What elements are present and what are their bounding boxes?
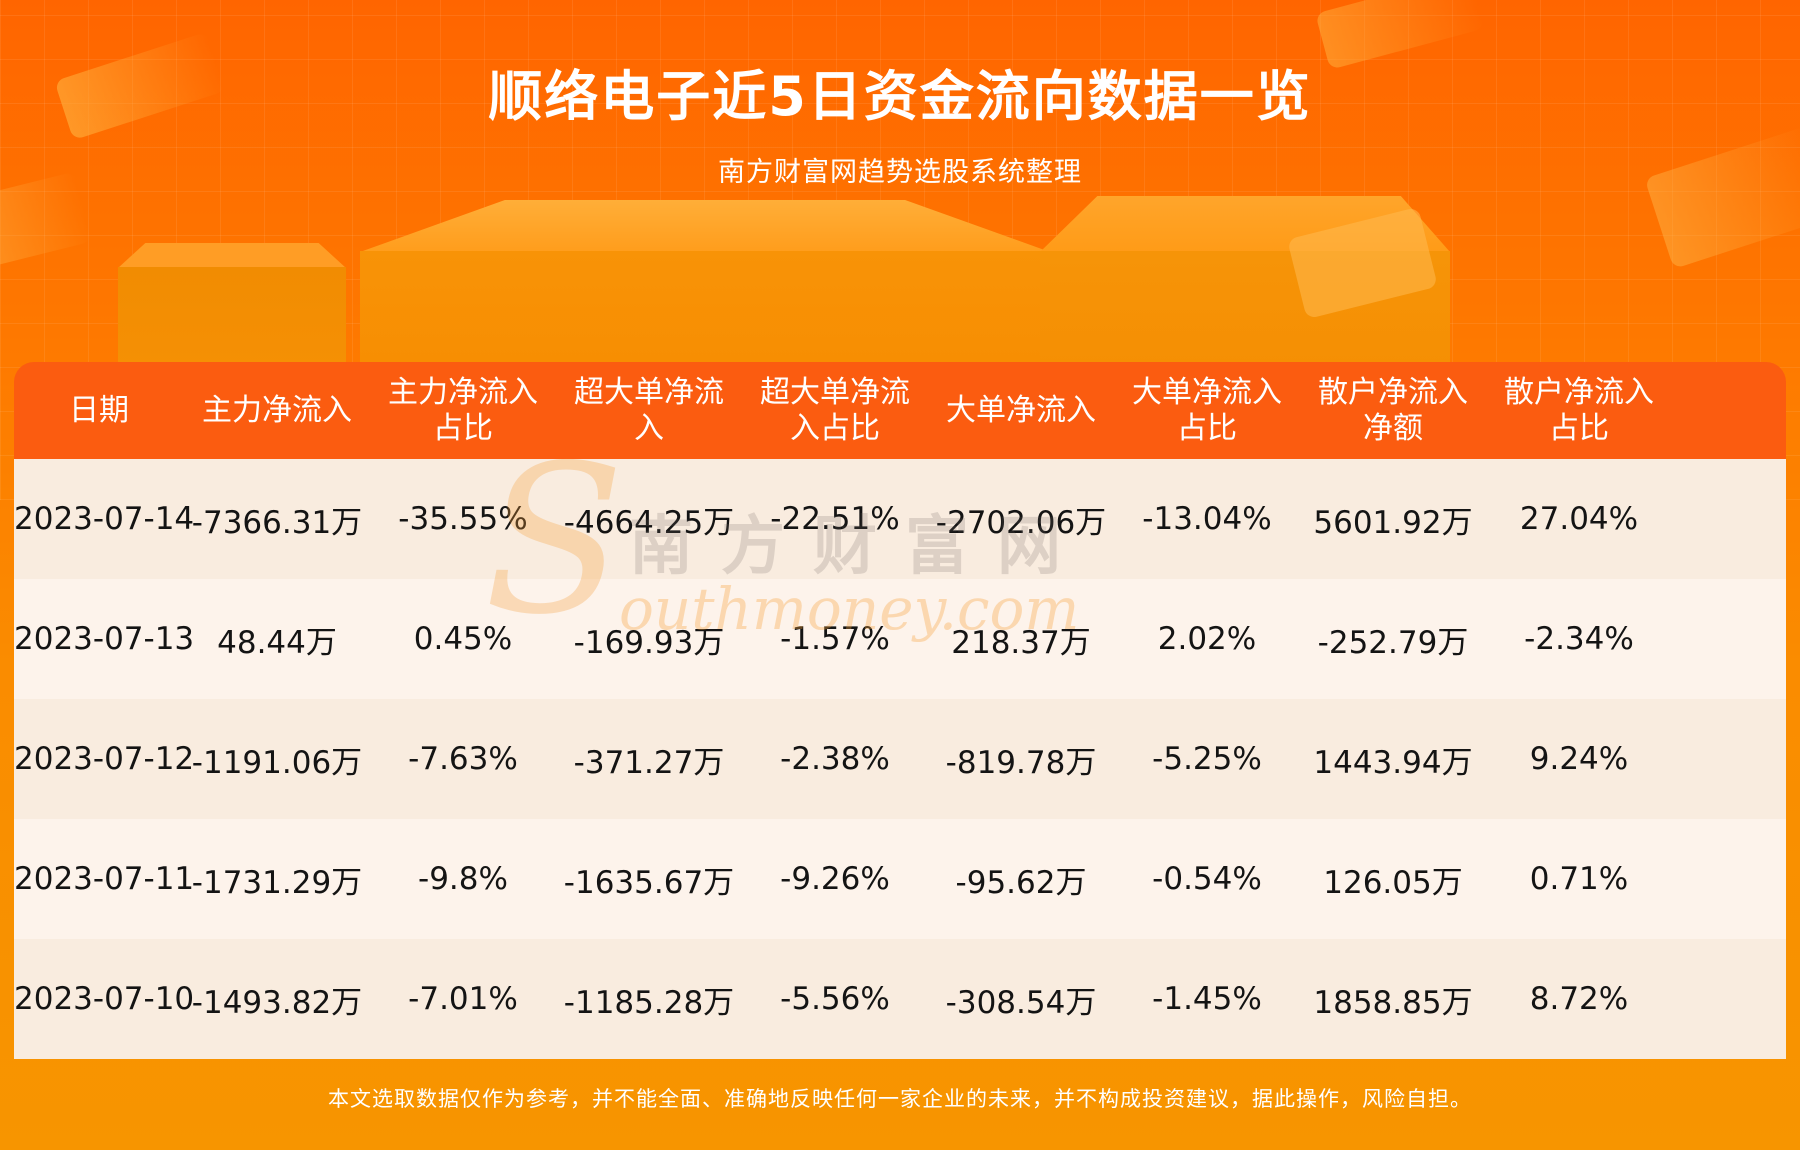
table-cell: 48.44万 bbox=[184, 579, 370, 699]
table-cell: 0.71% bbox=[1486, 819, 1672, 939]
table-cell: -7.63% bbox=[370, 699, 556, 819]
table-cell: 27.04% bbox=[1486, 459, 1672, 579]
spacer-cell bbox=[1672, 699, 1786, 819]
table-cell: -1731.29万 bbox=[184, 819, 370, 939]
table-cell: -9.26% bbox=[742, 819, 928, 939]
table-cell: -13.04% bbox=[1114, 459, 1300, 579]
cell-date: 2023-07-10 bbox=[14, 939, 194, 1059]
page-title: 顺络电子近5日资金流向数据一览 bbox=[488, 65, 1312, 128]
table-cell: 5601.92万 bbox=[1300, 459, 1486, 579]
column-header-date: 日期 bbox=[14, 362, 184, 459]
spacer-cell bbox=[1672, 579, 1786, 699]
cell-date: 2023-07-11 bbox=[14, 819, 194, 939]
table-row: 2023-07-13 48.44万 0.45% -169.93万 -1.57% … bbox=[14, 579, 1786, 699]
spacer-column bbox=[1672, 362, 1786, 459]
table-row: 2023-07-12 -1191.06万 -7.63% -371.27万 -2.… bbox=[14, 699, 1786, 819]
table-cell: -2.38% bbox=[742, 699, 928, 819]
table-cell: -1493.82万 bbox=[184, 939, 370, 1059]
table-header-row: 日期 主力净流入 主力净流入占比 超大单净流入 超大单净流入占比 大单净流入 大… bbox=[14, 362, 1786, 459]
column-header-retail-net-inflow: 散户净流入净额 bbox=[1300, 362, 1486, 459]
spacer-cell bbox=[1672, 459, 1786, 579]
table-cell: 1443.94万 bbox=[1300, 699, 1486, 819]
table-cell: -169.93万 bbox=[556, 579, 742, 699]
column-header-retail-net-inflow-ratio: 散户净流入占比 bbox=[1486, 362, 1672, 459]
table-cell: -35.55% bbox=[370, 459, 556, 579]
decoration-podium-center-front bbox=[360, 251, 1050, 367]
table-cell: -1.45% bbox=[1114, 939, 1300, 1059]
fund-flow-table-card: 日期 主力净流入 主力净流入占比 超大单净流入 超大单净流入占比 大单净流入 大… bbox=[14, 362, 1786, 1059]
table-cell: -4664.25万 bbox=[556, 459, 742, 579]
column-header-large-order-net-inflow: 大单净流入 bbox=[928, 362, 1114, 459]
table-cell: -371.27万 bbox=[556, 699, 742, 819]
table-cell: -1.57% bbox=[742, 579, 928, 699]
table-cell: -5.56% bbox=[742, 939, 928, 1059]
table-cell: -22.51% bbox=[742, 459, 928, 579]
spacer-cell bbox=[1672, 819, 1786, 939]
column-header-main-net-inflow-ratio: 主力净流入占比 bbox=[370, 362, 556, 459]
table-cell: 126.05万 bbox=[1300, 819, 1486, 939]
decoration-podium-left-top bbox=[118, 243, 346, 268]
table-cell: -95.62万 bbox=[928, 819, 1114, 939]
fund-flow-table: 日期 主力净流入 主力净流入占比 超大单净流入 超大单净流入占比 大单净流入 大… bbox=[14, 362, 1786, 1059]
column-header-large-order-net-inflow-ratio: 大单净流入占比 bbox=[1114, 362, 1300, 459]
table-row: 2023-07-11 -1731.29万 -9.8% -1635.67万 -9.… bbox=[14, 819, 1786, 939]
table-cell: -252.79万 bbox=[1300, 579, 1486, 699]
table-cell: -819.78万 bbox=[928, 699, 1114, 819]
table-row: 2023-07-10 -1493.82万 -7.01% -1185.28万 -5… bbox=[14, 939, 1786, 1059]
table-cell: -9.8% bbox=[370, 819, 556, 939]
page-subtitle: 南方财富网趋势选股系统整理 bbox=[718, 157, 1082, 188]
cell-date: 2023-07-13 bbox=[14, 579, 194, 699]
table-cell: 9.24% bbox=[1486, 699, 1672, 819]
table-cell: 1858.85万 bbox=[1300, 939, 1486, 1059]
table-row: 2023-07-14 -7366.31万 -35.55% -4664.25万 -… bbox=[14, 459, 1786, 579]
table-cell: -7366.31万 bbox=[184, 459, 370, 579]
decoration-podium-left-front bbox=[118, 267, 346, 367]
table-cell: 8.72% bbox=[1486, 939, 1672, 1059]
spacer-cell bbox=[1672, 939, 1786, 1059]
table-cell: -308.54万 bbox=[928, 939, 1114, 1059]
table-cell: -2702.06万 bbox=[928, 459, 1114, 579]
cell-date: 2023-07-14 bbox=[14, 459, 194, 579]
column-header-main-net-inflow: 主力净流入 bbox=[184, 362, 370, 459]
table-cell: -1635.67万 bbox=[556, 819, 742, 939]
table-cell: -0.54% bbox=[1114, 819, 1300, 939]
table-cell: -5.25% bbox=[1114, 699, 1300, 819]
column-header-xl-order-net-inflow-ratio: 超大单净流入占比 bbox=[742, 362, 928, 459]
table-cell: 2.02% bbox=[1114, 579, 1300, 699]
table-cell: 218.37万 bbox=[928, 579, 1114, 699]
cell-date: 2023-07-12 bbox=[14, 699, 194, 819]
table-cell: -1191.06万 bbox=[184, 699, 370, 819]
table-cell: 0.45% bbox=[370, 579, 556, 699]
table-cell: -7.01% bbox=[370, 939, 556, 1059]
disclaimer-text: 本文选取数据仅作为参考，并不能全面、准确地反映任何一家企业的未来，并不构成投资建… bbox=[328, 1087, 1472, 1111]
column-header-xl-order-net-inflow: 超大单净流入 bbox=[556, 362, 742, 459]
table-cell: -2.34% bbox=[1486, 579, 1672, 699]
table-cell: -1185.28万 bbox=[556, 939, 742, 1059]
